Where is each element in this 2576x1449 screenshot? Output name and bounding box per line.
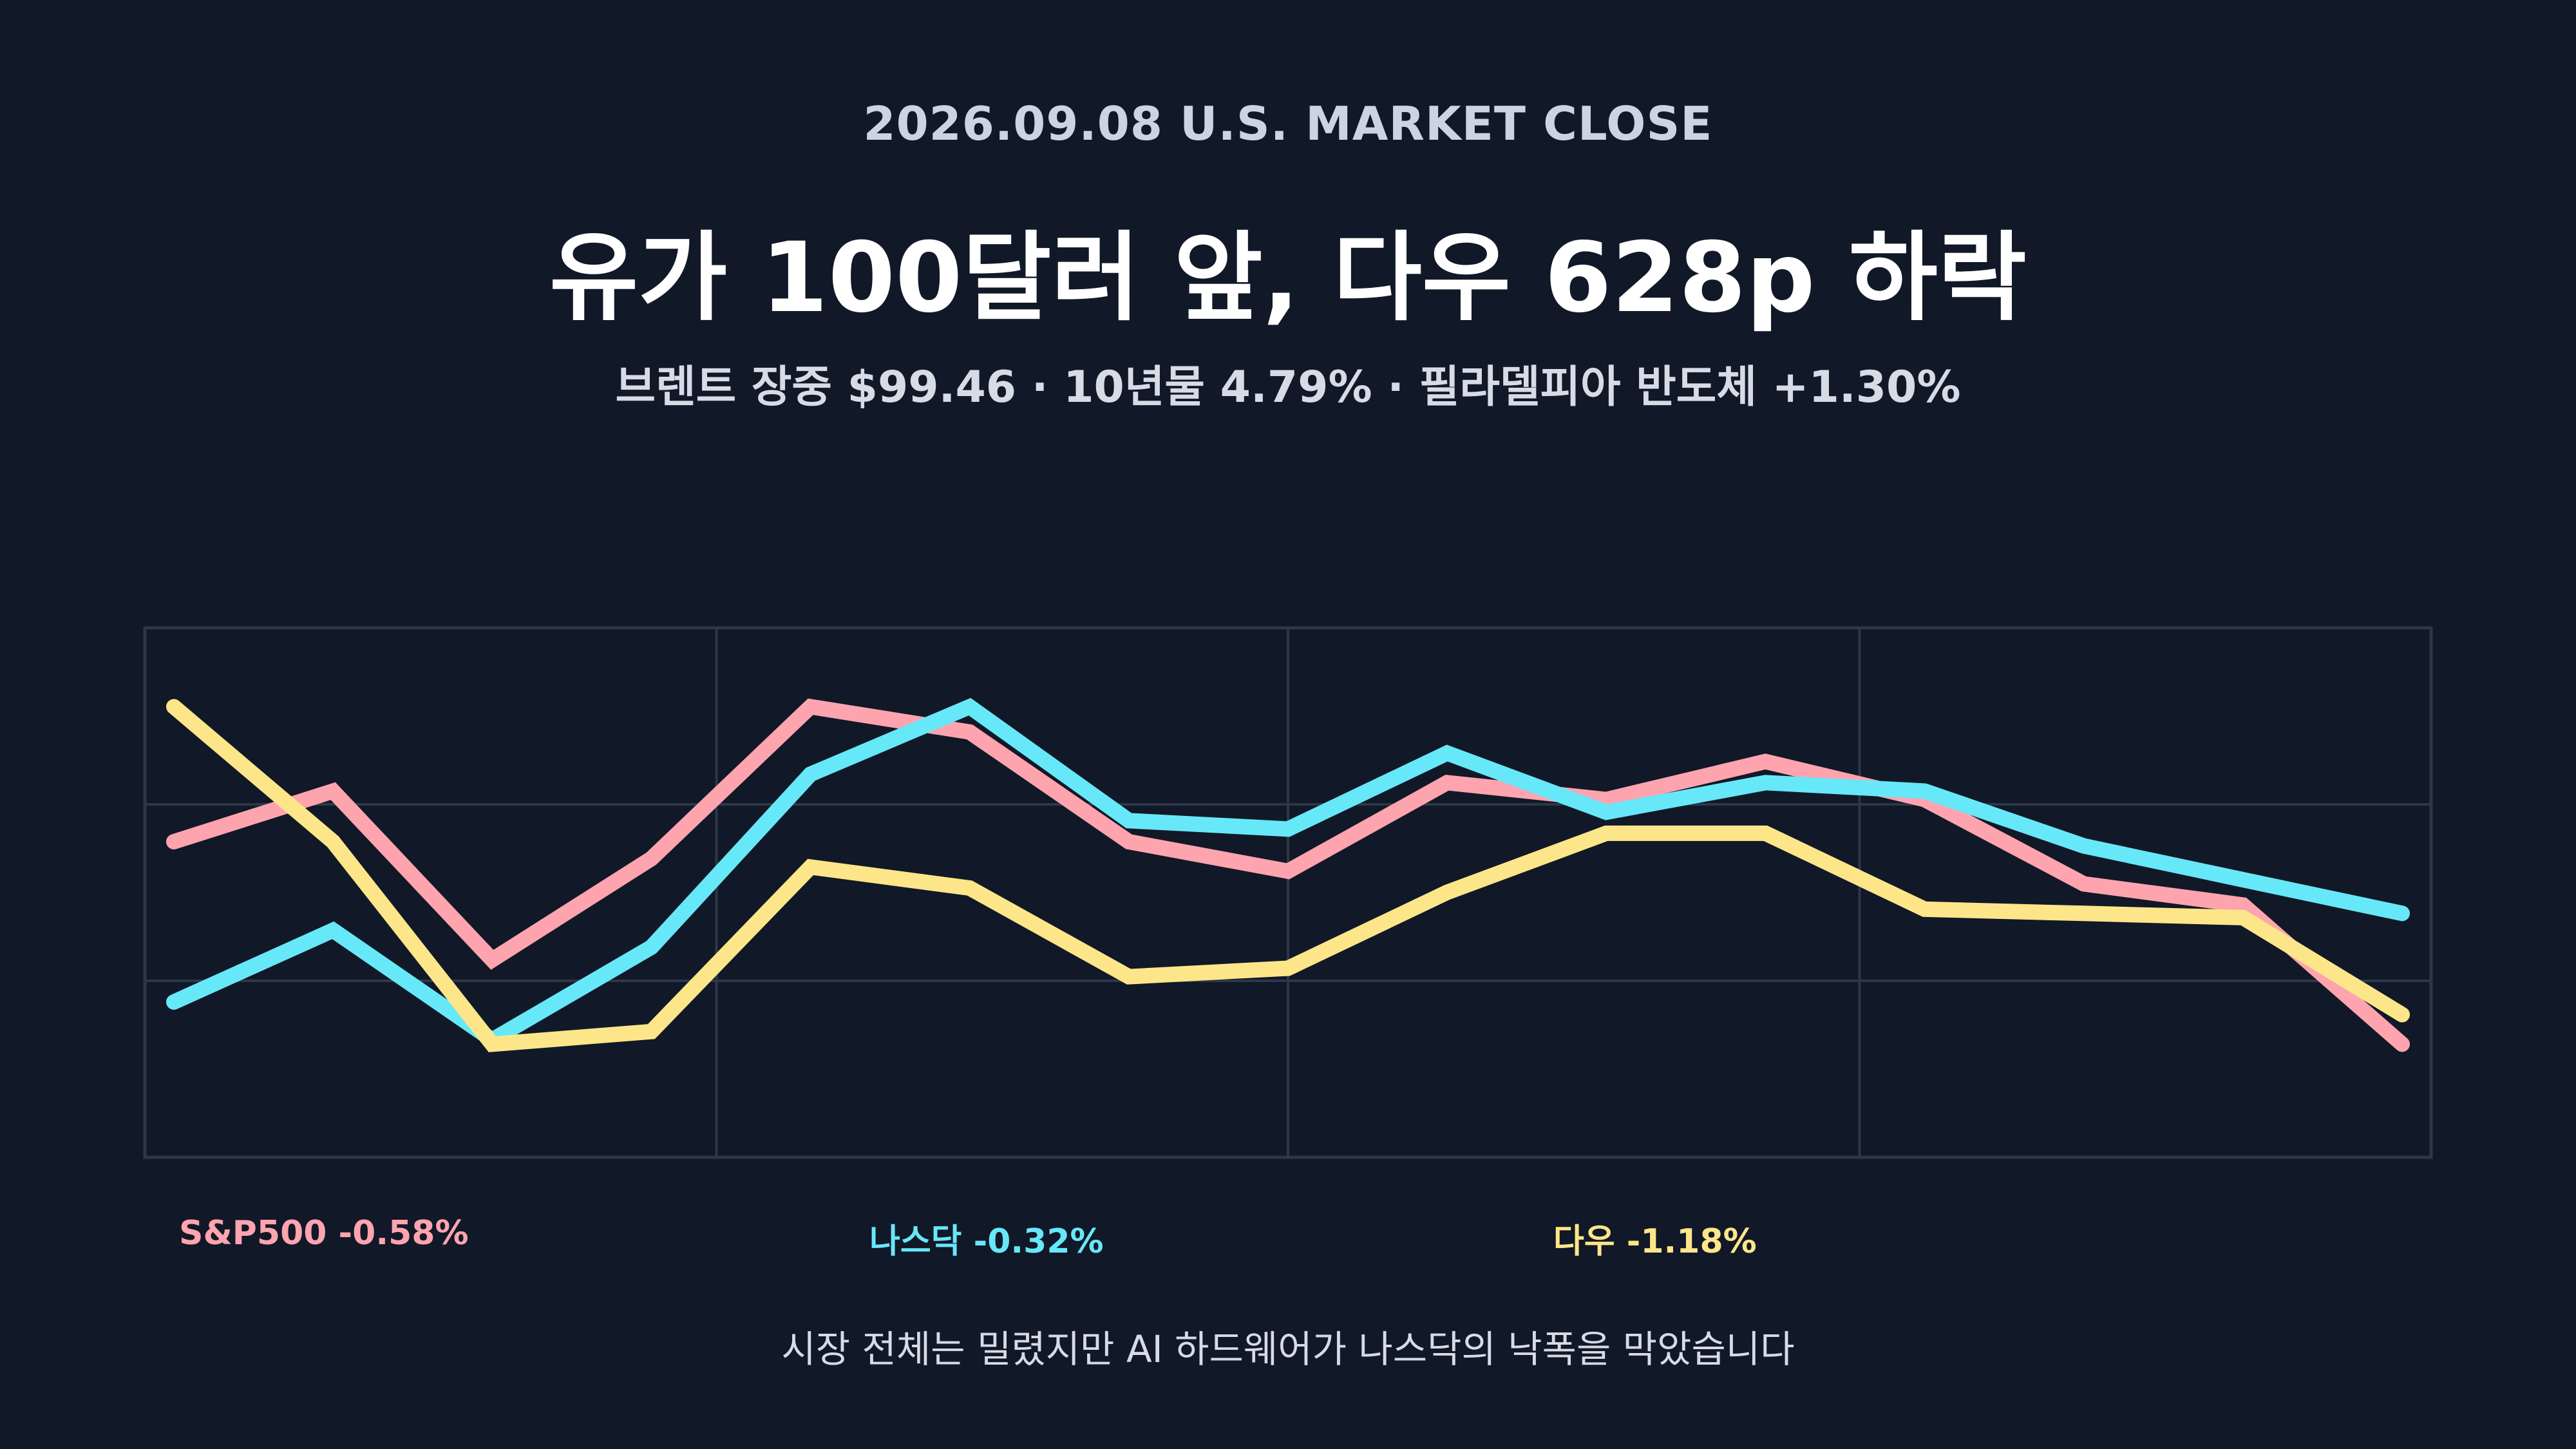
chart-subtitle: 브렌트 장중 $99.46 · 10년물 4.79% · 필라델피아 반도체 +… xyxy=(615,362,1961,413)
legend-nasdaq: 나스닥 -0.32% xyxy=(869,1222,1104,1261)
legend-dow: 다우 -1.18% xyxy=(1553,1222,1757,1261)
chart-kicker: 2026.09.08 U.S. MARKET CLOSE xyxy=(863,97,1713,151)
chart-title: 유가 100달러 앞, 다우 628p 하락 xyxy=(549,222,2027,334)
chart-footnote: 시장 전체는 밀렸지만 AI 하드웨어가 나스닥의 낙폭을 막았습니다 xyxy=(781,1327,1795,1371)
series-line-0 xyxy=(166,698,2410,1052)
series-line-1 xyxy=(166,697,2410,1050)
chart-grid xyxy=(143,626,2433,1159)
chart-series xyxy=(166,697,2410,1052)
legend-sp500: S&P500 -0.58% xyxy=(179,1214,469,1253)
series-line-2 xyxy=(166,699,2410,1052)
